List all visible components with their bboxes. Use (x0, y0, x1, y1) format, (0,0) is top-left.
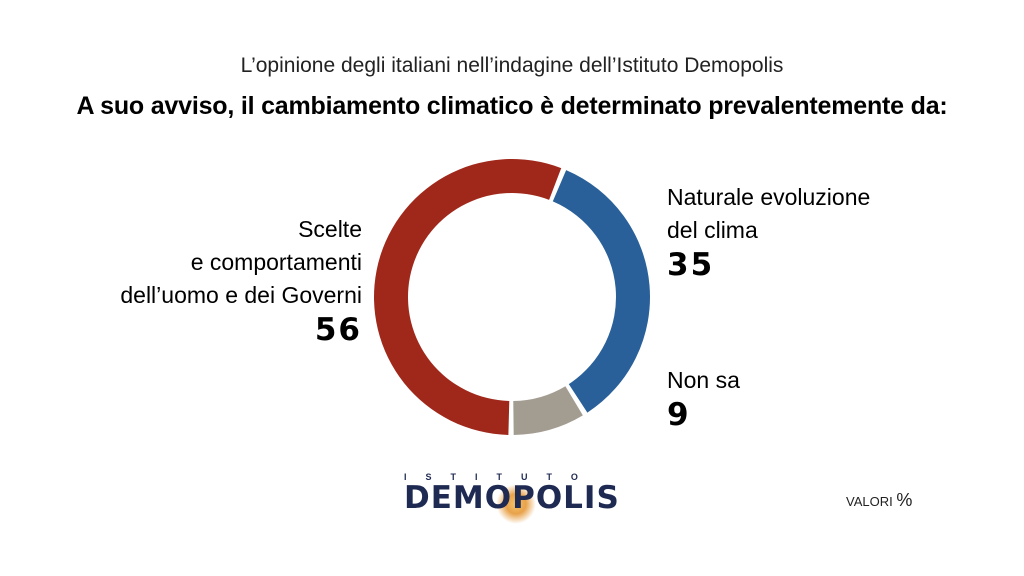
label-non-sa-line1: Non sa (667, 367, 740, 393)
label-human-choices: Scelte e comportamenti dell’uomo e dei G… (120, 213, 362, 348)
slice-natural-evolution (552, 170, 651, 413)
label-natural-evolution-line1: Naturale evoluzione (667, 184, 871, 210)
slice-human-choices (373, 158, 562, 435)
value-human-choices: 56 (314, 312, 362, 348)
units-label: VALORI (846, 494, 893, 509)
value-natural-evolution: 35 (667, 247, 715, 283)
label-natural-evolution: Naturale evoluzione del clima 35 (667, 181, 870, 283)
label-human-choices-line1: Scelte (298, 216, 362, 242)
label-non-sa: Non sa 9 (667, 364, 740, 433)
demopolis-logo: ISTITUTO DEMOPOLIS (404, 472, 654, 524)
chart-title: A suo avviso, il cambiamento climatico è… (76, 92, 948, 120)
logo-big-text: DEMOPOLIS (404, 480, 620, 516)
logo-glow (496, 484, 536, 524)
units-symbol: % (896, 490, 913, 510)
value-non-sa: 9 (667, 397, 691, 433)
chart-subtitle: L’opinione degli italiani nell’indagine … (240, 54, 784, 77)
label-human-choices-line3: dell’uomo e dei Governi (120, 282, 362, 308)
label-natural-evolution-line2: del clima (667, 217, 758, 243)
label-human-choices-line2: e comportamenti (190, 249, 362, 275)
units-note: VALORI % (846, 490, 912, 511)
logo-small-text: ISTITUTO (404, 472, 597, 482)
slice-non-sa (513, 386, 583, 435)
